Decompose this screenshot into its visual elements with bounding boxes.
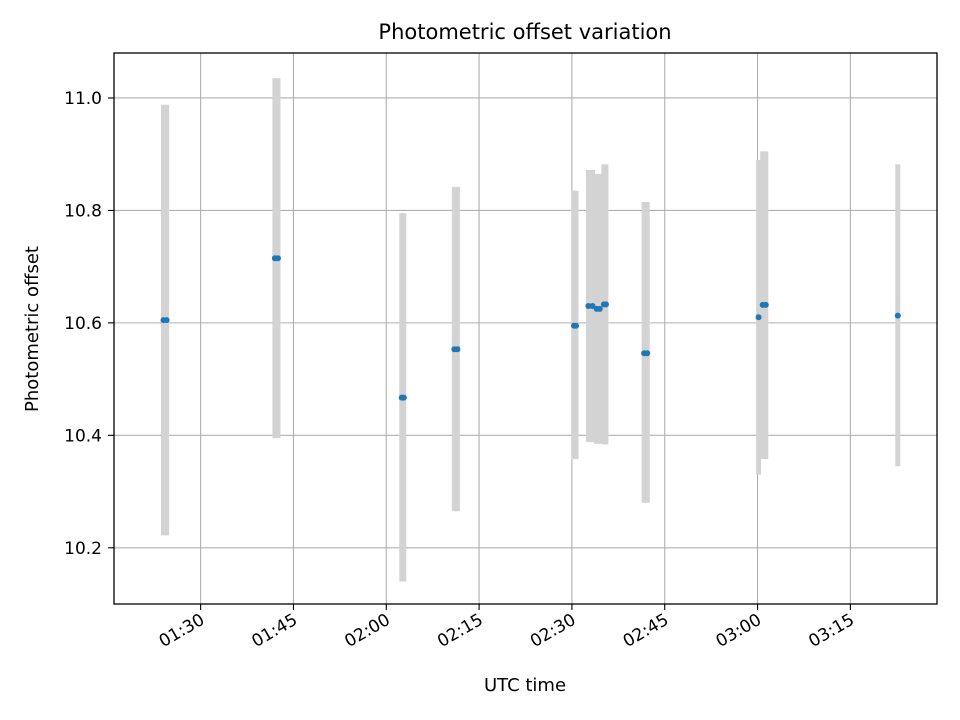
y-axis-label: Photometric offset: [22, 246, 43, 412]
y-tick-label: 10.4: [64, 426, 102, 446]
chart-title: Photometric offset variation: [378, 20, 671, 44]
data-point-layer: [160, 255, 901, 401]
grid-layer: [114, 53, 937, 604]
data-point: [596, 305, 603, 312]
data-point: [400, 394, 407, 401]
axes-frame: [113, 52, 938, 605]
data-point: [585, 303, 592, 310]
data-point: [602, 301, 609, 308]
data-point: [274, 255, 281, 262]
data-point: [573, 322, 580, 329]
data-point: [762, 301, 769, 308]
y-tick-label: 10.6: [64, 314, 102, 334]
x-axis-label: UTC time: [484, 675, 566, 696]
y-tick-label: 10.2: [64, 539, 102, 559]
y-tick-label: 10.8: [64, 201, 102, 221]
y-tick-label: 11.0: [64, 89, 102, 109]
data-point: [894, 312, 901, 319]
y-axis-ticks: 10.2 10.4 10.6 10.8 11.0: [64, 89, 114, 559]
data-point: [755, 314, 762, 321]
data-point: [163, 317, 170, 324]
data-point: [454, 346, 461, 353]
data-point: [644, 350, 651, 357]
